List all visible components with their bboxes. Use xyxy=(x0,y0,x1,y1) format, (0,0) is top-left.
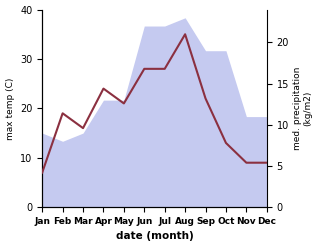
Y-axis label: med. precipitation
(kg/m2): med. precipitation (kg/m2) xyxy=(293,67,313,150)
Y-axis label: max temp (C): max temp (C) xyxy=(5,77,15,140)
X-axis label: date (month): date (month) xyxy=(116,231,193,242)
